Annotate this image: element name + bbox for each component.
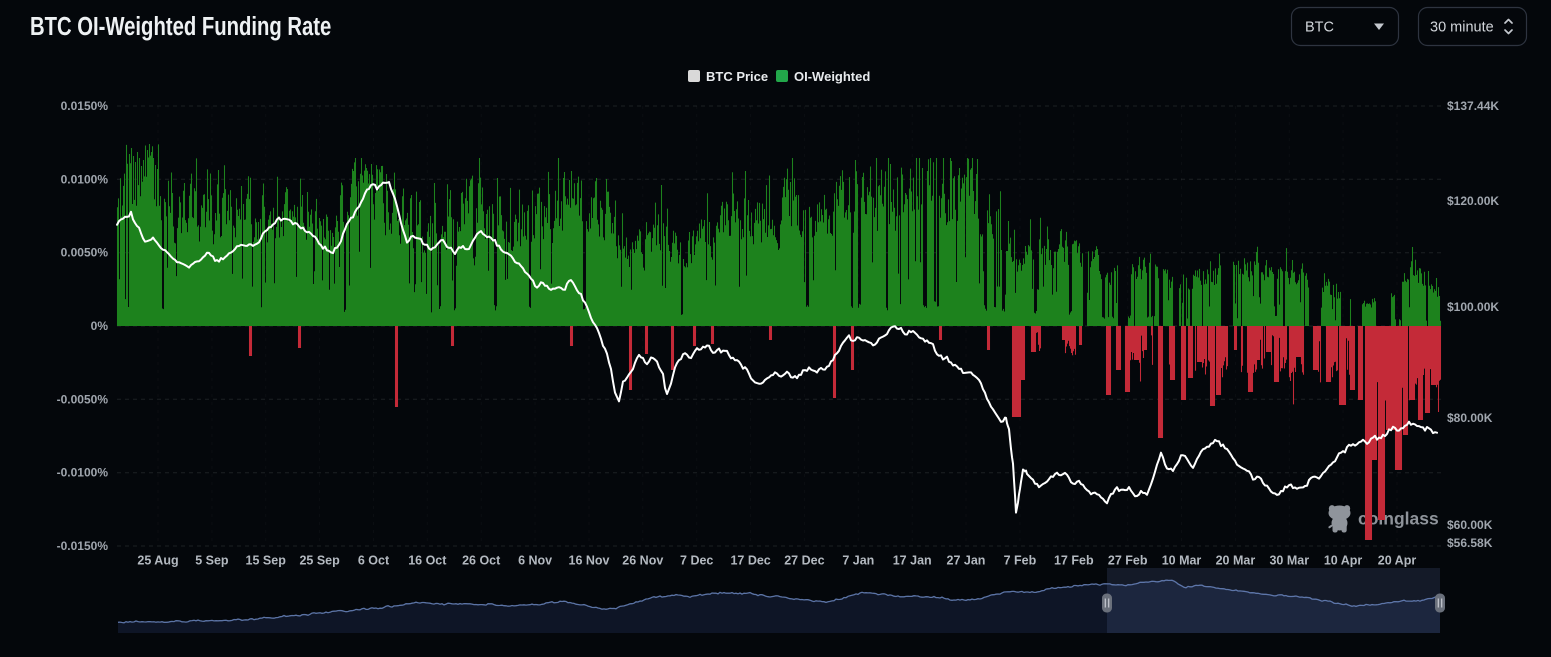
- svg-text:25 Aug: 25 Aug: [137, 554, 178, 568]
- svg-text:-0.0100%: -0.0100%: [57, 466, 109, 480]
- svg-text:20 Mar: 20 Mar: [1216, 554, 1256, 568]
- svg-text:27 Feb: 27 Feb: [1108, 554, 1148, 568]
- svg-text:17 Jan: 17 Jan: [893, 554, 932, 568]
- svg-text:7 Dec: 7 Dec: [680, 554, 713, 568]
- svg-text:0.0050%: 0.0050%: [61, 246, 109, 260]
- svg-text:$100.00K: $100.00K: [1447, 300, 1499, 314]
- svg-text:16 Oct: 16 Oct: [408, 554, 447, 568]
- svg-text:-0.0050%: -0.0050%: [57, 392, 109, 406]
- svg-text:25 Sep: 25 Sep: [299, 554, 340, 568]
- svg-text:10 Apr: 10 Apr: [1324, 554, 1363, 568]
- svg-text:27 Jan: 27 Jan: [947, 554, 986, 568]
- svg-text:7 Jan: 7 Jan: [842, 554, 874, 568]
- svg-text:BTC: BTC: [1305, 20, 1334, 36]
- svg-text:30 Mar: 30 Mar: [1269, 554, 1309, 568]
- svg-text:20 Apr: 20 Apr: [1378, 554, 1417, 568]
- svg-text:BTC Price: BTC Price: [706, 69, 768, 84]
- svg-text:15 Sep: 15 Sep: [246, 554, 287, 568]
- svg-text:17 Dec: 17 Dec: [730, 554, 770, 568]
- svg-text:7 Feb: 7 Feb: [1004, 554, 1037, 568]
- svg-text:$80.00K: $80.00K: [1447, 411, 1493, 425]
- svg-text:OI-Weighted: OI-Weighted: [794, 69, 870, 84]
- svg-text:30 minute: 30 minute: [1430, 20, 1494, 36]
- svg-text:$56.58K: $56.58K: [1447, 536, 1493, 550]
- svg-text:26 Nov: 26 Nov: [622, 554, 663, 568]
- svg-text:$60.00K: $60.00K: [1447, 518, 1493, 532]
- svg-text:0%: 0%: [91, 319, 109, 333]
- svg-text:26 Oct: 26 Oct: [462, 554, 501, 568]
- svg-text:0.0100%: 0.0100%: [61, 172, 109, 186]
- svg-text:5 Sep: 5 Sep: [195, 554, 229, 568]
- svg-text:$120.00K: $120.00K: [1447, 194, 1499, 208]
- svg-text:16 Nov: 16 Nov: [569, 554, 610, 568]
- svg-text:6 Oct: 6 Oct: [358, 554, 390, 568]
- svg-text:27 Dec: 27 Dec: [784, 554, 824, 568]
- svg-text:10 Mar: 10 Mar: [1162, 554, 1202, 568]
- svg-text:BTC OI-Weighted Funding Rate: BTC OI-Weighted Funding Rate: [30, 12, 331, 41]
- svg-text:17 Feb: 17 Feb: [1054, 554, 1094, 568]
- svg-text:6 Nov: 6 Nov: [518, 554, 552, 568]
- svg-text:$137.44K: $137.44K: [1447, 99, 1499, 113]
- svg-text:-0.0150%: -0.0150%: [57, 539, 109, 553]
- svg-text:0.0150%: 0.0150%: [61, 99, 109, 113]
